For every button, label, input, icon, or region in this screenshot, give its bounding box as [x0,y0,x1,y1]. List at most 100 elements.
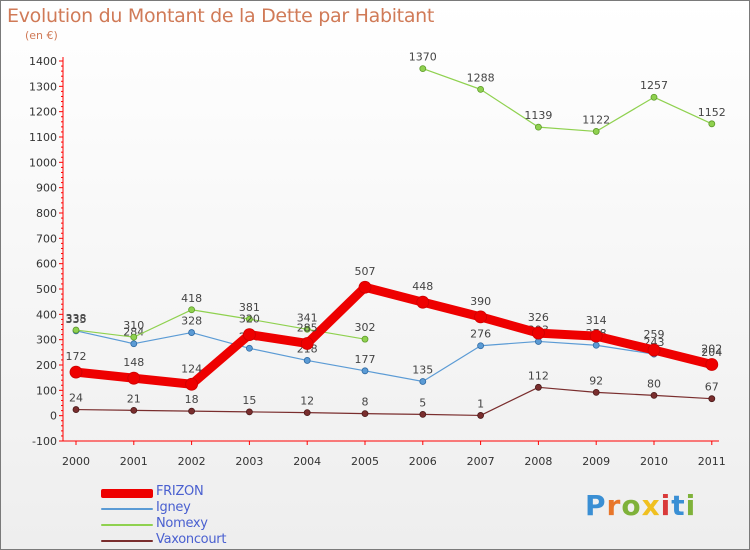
x-tick-label: 2002 [178,455,206,468]
series-line-igney [364,370,424,383]
data-point-frizon [416,295,430,309]
series-line-nomexy [133,309,193,338]
data-point-nomexy [72,326,80,334]
y-tick-label: 800 [36,207,57,220]
data-label-vaxoncourt: 12 [300,395,314,408]
data-label-nomexy: 1370 [409,51,437,64]
data-point-vaxoncourt [303,409,311,417]
data-label-nomexy: 381 [239,301,260,314]
data-label-frizon: 320 [239,313,260,326]
data-point-igney [188,329,196,336]
y-tick-label: 1200 [29,106,57,119]
data-point-igney [419,378,427,385]
series-line-igney [422,345,482,383]
chart-subtitle: (en €) [25,29,58,42]
y-tick-label: 1000 [29,156,57,169]
legend-label-igney: Igney [156,500,191,515]
series-line-igney [595,344,655,355]
data-label-vaxoncourt: 18 [185,393,199,406]
y-tick-label: 700 [36,232,57,245]
data-label-vaxoncourt: 80 [647,377,661,390]
data-point-vaxoncourt [361,410,369,418]
data-label-vaxoncourt: 8 [362,396,369,409]
data-point-nomexy [188,306,196,314]
series-line-vaxoncourt [480,386,540,417]
proxiti-logo: Proxiti [585,489,697,522]
series-line-vaxoncourt [75,408,135,411]
y-tick-label: 300 [36,334,57,347]
chart-title: Evolution du Montant de la Dette par Hab… [7,5,435,27]
data-label-vaxoncourt: 24 [69,392,83,405]
data-label-nomexy: 1257 [640,79,668,92]
y-tick-label: 1300 [29,80,57,93]
y-tick-label: 600 [36,258,57,271]
data-label-frizon: 326 [528,311,549,324]
series-line-nomexy [248,318,308,330]
y-tick-label: 100 [36,384,57,397]
legend-label-vaxoncourt: Vaxoncourt [156,532,227,547]
data-label-frizon: 172 [66,350,87,363]
data-label-vaxoncourt: 67 [705,381,719,394]
y-tick-label: 0 [50,410,57,423]
data-point-nomexy [303,325,311,333]
data-label-igney: 177 [355,353,376,366]
data-point-nomexy [361,335,369,343]
legend-swatch-frizon [101,488,153,498]
series-line-frizon [302,282,370,348]
series-line-nomexy [422,67,482,90]
data-point-igney [477,342,485,350]
data-label-vaxoncourt: 1 [477,397,484,410]
series-line-igney [306,359,366,372]
x-tick-label: 2003 [235,455,263,468]
data-label-nomexy: 418 [181,292,202,305]
series-line-igney [248,347,308,362]
series-line-frizon [360,282,428,307]
y-tick-label: 400 [36,308,57,321]
data-label-frizon: 148 [123,356,144,369]
data-point-vaxoncourt [188,407,196,415]
data-label-frizon: 124 [181,362,202,375]
legend-label-frizon: FRIZON [156,484,204,499]
data-label-frizon: 507 [355,265,376,278]
data-label-igney: 135 [412,363,433,376]
series-line-vaxoncourt [248,411,308,414]
legend-swatch-vaxoncourt [101,540,153,542]
data-point-nomexy [592,128,600,135]
series-line-igney [133,331,193,345]
data-point-frizon [589,329,603,343]
series-line-frizon [649,345,717,369]
data-point-nomexy [245,315,253,323]
data-point-igney [361,367,369,375]
data-point-vaxoncourt [477,412,485,419]
series-line-vaxoncourt [595,391,655,396]
data-point-igney [130,340,138,348]
series-line-nomexy [191,309,250,320]
data-label-igney: 335 [66,313,87,326]
data-point-nomexy [535,123,542,131]
data-label-frizon: 390 [470,295,491,308]
y-tick-label: 500 [36,283,57,296]
series-line-igney [75,330,135,345]
data-point-frizon [69,365,83,379]
data-label-frizon: 448 [412,280,433,293]
data-point-frizon [358,280,372,294]
data-label-vaxoncourt: 92 [589,374,603,387]
y-tick-label: 200 [36,359,57,372]
data-point-frizon [300,337,314,350]
series-line-vaxoncourt [306,412,366,415]
data-label-frizon: 202 [701,342,722,355]
data-point-nomexy [130,333,138,341]
data-point-frizon [647,343,661,357]
x-tick-label: 2006 [409,455,437,468]
legend-label-nomexy: Nomexy [156,516,208,531]
x-tick-label: 2008 [524,455,552,468]
series-line-vaxoncourt [191,410,250,413]
data-point-vaxoncourt [535,383,542,391]
data-label-nomexy: 1288 [467,71,495,84]
series-line-vaxoncourt [133,409,193,412]
data-point-igney [245,344,253,352]
series-line-vaxoncourt [364,413,424,415]
data-point-vaxoncourt [72,406,80,413]
series-line-nomexy [595,96,655,133]
